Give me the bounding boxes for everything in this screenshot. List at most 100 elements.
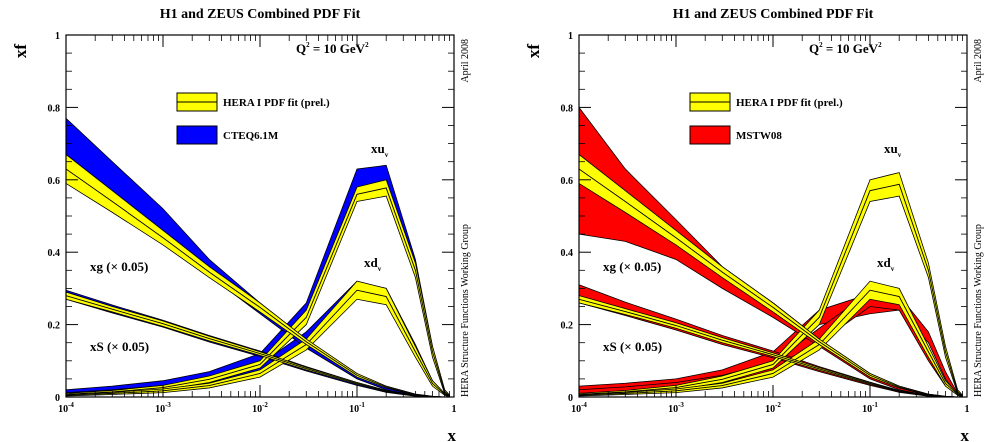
q2-q: Q — [809, 41, 819, 56]
x-tick-base: 10 — [349, 404, 359, 415]
xs-label: xS (× 0.05) — [603, 339, 662, 354]
y-tick-label: 0 — [55, 393, 60, 404]
xg-hera-band — [66, 153, 450, 397]
x-tick-label: 10-1 — [862, 401, 878, 415]
x-tick-base: 10 — [155, 404, 165, 415]
xuv-text: xu — [371, 141, 385, 156]
chart-panel-2: H1 and ZEUS Combined PDF Fit 0 0.2 0.4 0.6 0.… — [524, 7, 984, 442]
xdv-sub: v — [891, 265, 895, 273]
xs-mstw-band — [579, 284, 963, 397]
x-tick-base: 10 — [765, 404, 775, 415]
x-tick-exp: -1 — [359, 401, 365, 409]
y-tick-label: 1 — [568, 31, 573, 42]
xdv-hera-central-line — [66, 289, 450, 397]
x-tick-label: 10-1 — [349, 401, 365, 415]
group-stamp: HERA Structure Functions Working Group — [460, 224, 471, 397]
xuv-sub: v — [898, 151, 902, 159]
q2-sup: 2 — [819, 41, 823, 49]
x-tick-base: 10 — [862, 404, 872, 415]
x-tick-base: 10 — [252, 404, 262, 415]
legend-label: HERA I PDF fit (prel.) — [223, 97, 330, 109]
x-tick-label: 10-4 — [58, 401, 74, 415]
q2-annotation: Q2 = 10 GeV2 — [809, 41, 882, 56]
xuv-hera-central-line — [66, 187, 450, 397]
y-tick-label: 0 — [568, 393, 573, 404]
x-tick-label: 10-3 — [155, 401, 171, 415]
q2-rest-sup: 2 — [878, 41, 882, 49]
xdv-label: xdv — [877, 255, 895, 273]
xdv-text: xd — [364, 255, 379, 270]
x-tick-label: 1 — [965, 404, 970, 415]
x-tick-label: 10-3 — [668, 401, 684, 415]
xdv-hera-central-line — [579, 289, 963, 397]
x-axis-label: x — [961, 426, 970, 442]
xuv-sub: v — [385, 151, 389, 159]
x-tick-exp: -2 — [262, 401, 268, 409]
chart-panel-1: H1 and ZEUS Combined PDF Fit 0 0.2 0.4 0.6 0.… — [11, 7, 471, 442]
x-tick-base: 10 — [571, 404, 581, 415]
xg-label: xg (× 0.05) — [603, 259, 661, 274]
xuv-hera-band — [579, 172, 963, 397]
xuv-label: xuv — [371, 141, 389, 159]
x-tick-base: 10 — [668, 404, 678, 415]
y-tick-label: 0.2 — [48, 321, 61, 332]
x-tick-label: 10-4 — [571, 401, 587, 415]
x-tick-label: 10-2 — [765, 401, 781, 415]
xdv-sub: v — [378, 265, 382, 273]
xdv-text: xd — [877, 255, 892, 270]
x-tick-exp: -4 — [68, 401, 74, 409]
xuv-hera-band — [66, 179, 450, 397]
legend-swatch — [176, 125, 218, 145]
date-stamp: April 2008 — [460, 39, 471, 83]
xg-hera-band — [579, 153, 963, 397]
y-axis-label: xf — [11, 44, 30, 59]
legend-label: CTEQ6.1M — [223, 130, 279, 142]
plot-area — [66, 117, 450, 397]
y-tick-label: 1 — [55, 31, 60, 42]
xs-label: xS (× 0.05) — [90, 339, 149, 354]
legend-label: HERA I PDF fit (prel.) — [736, 97, 843, 109]
q2-rest-sup: 2 — [365, 41, 369, 49]
xs-cteq-band — [66, 289, 450, 397]
legend-swatch — [689, 125, 731, 145]
group-stamp: HERA Structure Functions Working Group — [973, 224, 984, 397]
xg-label: xg (× 0.05) — [90, 259, 148, 274]
x-tick-exp: -1 — [872, 401, 878, 409]
y-tick-label: 0.4 — [561, 248, 574, 259]
x-tick-label: 10-2 — [252, 401, 268, 415]
q2-rest: = 10 GeV — [310, 41, 366, 56]
xdv-label: xdv — [364, 255, 382, 273]
y-tick-label: 0.4 — [48, 248, 61, 259]
xuv-label: xuv — [884, 141, 902, 159]
xs-hera-band — [579, 295, 963, 397]
chart-title: H1 and ZEUS Combined PDF Fit — [673, 7, 874, 22]
x-tick-label: 1 — [452, 404, 457, 415]
date-stamp: April 2008 — [973, 39, 984, 83]
x-tick-exp: -3 — [165, 401, 171, 409]
x-tick-base: 1 — [965, 404, 970, 415]
y-tick-label: 0.6 — [561, 176, 574, 187]
q2-sup: 2 — [306, 41, 310, 49]
y-tick-label: 0.8 — [561, 103, 574, 114]
q2-q: Q — [296, 41, 306, 56]
x-tick-exp: -2 — [775, 401, 781, 409]
q2-annotation: Q2 = 10 GeV2 — [296, 41, 369, 56]
y-tick-label: 0.8 — [48, 103, 61, 114]
x-tick-base: 10 — [58, 404, 68, 415]
plot-area — [579, 106, 963, 397]
xs-hera-band — [66, 291, 450, 397]
x-tick-exp: -3 — [678, 401, 684, 409]
y-axis-label: xf — [524, 44, 543, 59]
chart-title: H1 and ZEUS Combined PDF Fit — [160, 7, 361, 22]
q2-rest: = 10 GeV — [823, 41, 879, 56]
y-tick-label: 0.6 — [48, 176, 61, 187]
x-axis-label: x — [448, 426, 457, 442]
xuv-hera-central-line — [579, 183, 963, 397]
x-tick-base: 1 — [452, 404, 457, 415]
legend-label: MSTW08 — [736, 130, 782, 142]
y-tick-label: 0.2 — [561, 321, 574, 332]
x-tick-exp: -4 — [581, 401, 587, 409]
xuv-text: xu — [884, 141, 898, 156]
